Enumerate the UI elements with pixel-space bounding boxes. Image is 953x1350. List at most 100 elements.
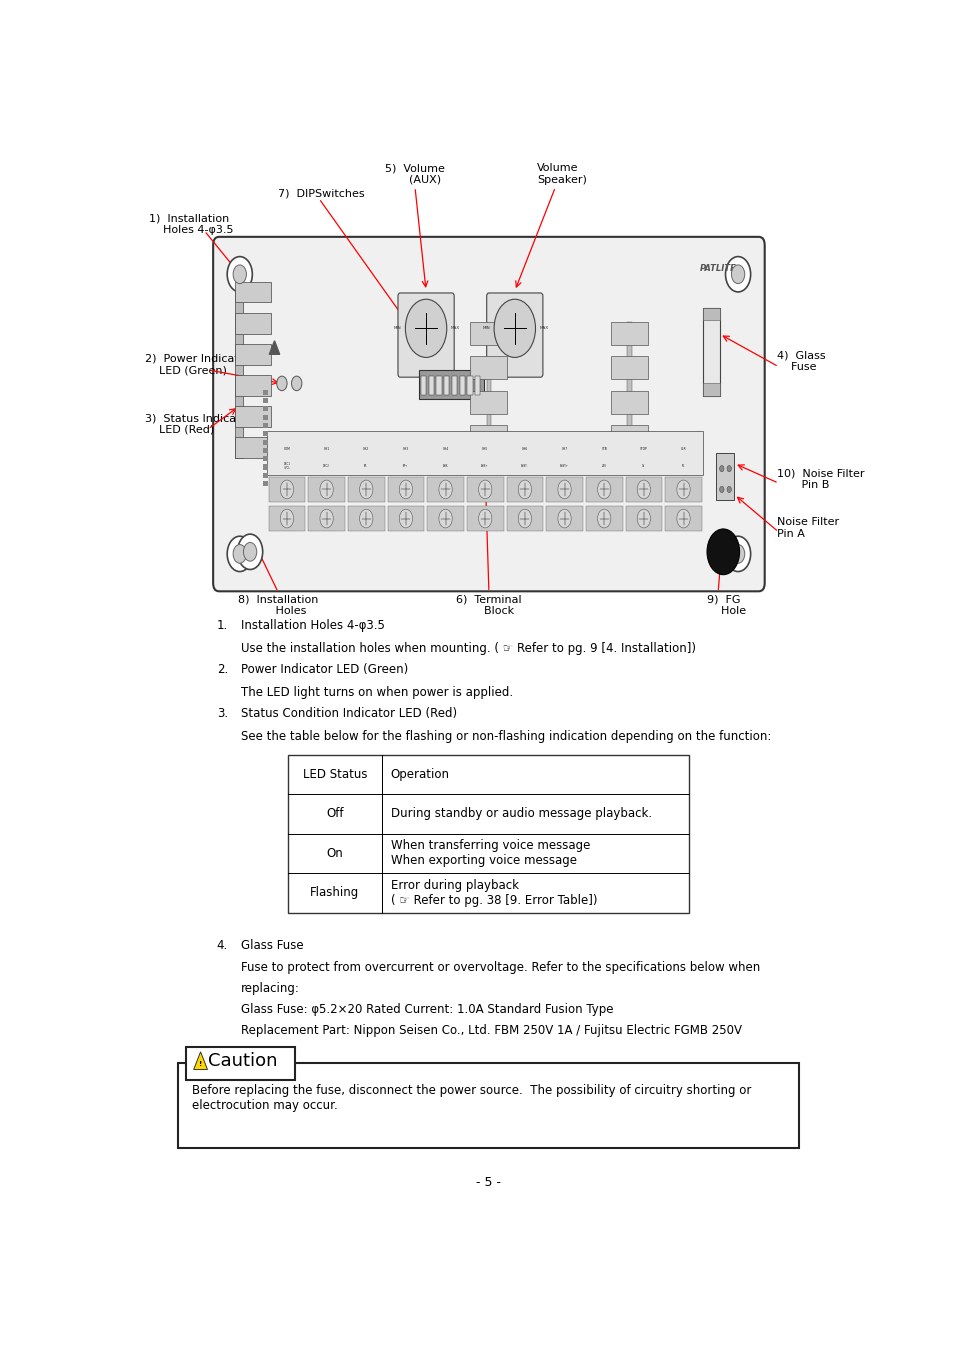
Text: CH4: CH4 bbox=[442, 447, 448, 451]
FancyBboxPatch shape bbox=[397, 293, 454, 377]
Circle shape bbox=[478, 481, 492, 498]
Text: Glass Fuse: Glass Fuse bbox=[241, 938, 304, 952]
Text: CH7: CH7 bbox=[561, 447, 567, 451]
FancyBboxPatch shape bbox=[213, 236, 764, 591]
Text: 9)  FG
    Hole: 9) FG Hole bbox=[706, 594, 745, 616]
Circle shape bbox=[233, 265, 246, 284]
Text: Status Condition Indicator LED (Red): Status Condition Indicator LED (Red) bbox=[241, 706, 456, 720]
Bar bbox=[546, 477, 582, 502]
Text: AUX+: AUX+ bbox=[481, 464, 489, 468]
Text: STB: STB bbox=[600, 447, 606, 451]
Text: Noise Filter
Pin A: Noise Filter Pin A bbox=[777, 517, 839, 539]
Circle shape bbox=[724, 256, 750, 292]
Bar bbox=[475, 377, 480, 394]
Circle shape bbox=[227, 536, 252, 571]
Bar bbox=[235, 406, 271, 427]
Text: 8)  Installation
       Holes: 8) Installation Holes bbox=[237, 594, 318, 616]
Bar bbox=[263, 440, 268, 444]
Circle shape bbox=[676, 509, 689, 528]
Text: Error during playback
( ☞ Refer to pg. 38 [9. Error Table]): Error during playback ( ☞ Refer to pg. 3… bbox=[390, 879, 597, 907]
Bar bbox=[235, 437, 271, 458]
Text: Volume
Speaker): Volume Speaker) bbox=[537, 163, 586, 185]
Bar bbox=[267, 431, 702, 475]
Bar bbox=[263, 406, 268, 412]
Circle shape bbox=[292, 377, 301, 390]
Bar bbox=[626, 323, 631, 448]
Circle shape bbox=[637, 509, 650, 528]
Circle shape bbox=[494, 300, 535, 358]
Bar bbox=[263, 423, 268, 428]
Text: 6)  Terminal
      Block: 6) Terminal Block bbox=[456, 594, 521, 616]
Text: CH6: CH6 bbox=[521, 447, 527, 451]
Text: See the table below for the flashing or non-flashing indication depending on the: See the table below for the flashing or … bbox=[241, 729, 771, 742]
Bar bbox=[418, 370, 483, 400]
FancyBboxPatch shape bbox=[486, 293, 542, 377]
Text: Flashing: Flashing bbox=[310, 886, 359, 899]
Circle shape bbox=[280, 509, 294, 528]
Text: 1.: 1. bbox=[216, 620, 228, 632]
Text: Power Indicator LED (Green): Power Indicator LED (Green) bbox=[241, 663, 408, 676]
Circle shape bbox=[237, 535, 262, 570]
Circle shape bbox=[227, 256, 252, 292]
Text: Caution: Caution bbox=[208, 1052, 277, 1071]
Polygon shape bbox=[193, 1052, 207, 1069]
Circle shape bbox=[359, 509, 373, 528]
Text: 1)  Installation
    Holes 4-φ3.5: 1) Installation Holes 4-φ3.5 bbox=[149, 213, 233, 235]
Circle shape bbox=[676, 481, 689, 498]
Circle shape bbox=[597, 509, 610, 528]
Text: 0V: 0V bbox=[641, 464, 645, 468]
Text: FG: FG bbox=[681, 464, 684, 468]
Bar bbox=[664, 506, 701, 531]
Text: CH2: CH2 bbox=[363, 447, 369, 451]
Circle shape bbox=[719, 466, 723, 471]
Circle shape bbox=[478, 509, 492, 528]
Text: MIN: MIN bbox=[394, 327, 401, 331]
Text: Before replacing the fuse, disconnect the power source.  The possibility of circ: Before replacing the fuse, disconnect th… bbox=[192, 1084, 750, 1112]
Circle shape bbox=[438, 509, 452, 528]
Text: LED Status: LED Status bbox=[302, 768, 367, 780]
Text: Operation: Operation bbox=[390, 768, 449, 780]
Circle shape bbox=[319, 481, 333, 498]
Text: Replacement Part: Nippon Seisen Co., Ltd. FBM 250V 1A / Fujitsu Electric FGMB 25: Replacement Part: Nippon Seisen Co., Ltd… bbox=[241, 1023, 741, 1037]
Circle shape bbox=[558, 509, 571, 528]
Circle shape bbox=[280, 481, 294, 498]
Circle shape bbox=[399, 481, 412, 498]
Bar bbox=[263, 414, 268, 420]
Circle shape bbox=[233, 544, 246, 563]
Bar bbox=[263, 481, 268, 486]
Text: !: ! bbox=[199, 1061, 202, 1067]
Bar bbox=[436, 377, 441, 394]
Circle shape bbox=[319, 509, 333, 528]
Text: 3)  Status Indicator
    LED (Red): 3) Status Indicator LED (Red) bbox=[145, 413, 252, 435]
Circle shape bbox=[597, 481, 610, 498]
Bar bbox=[269, 477, 305, 502]
Circle shape bbox=[726, 486, 731, 493]
Text: AUX-: AUX- bbox=[442, 464, 448, 468]
Bar bbox=[664, 477, 701, 502]
Circle shape bbox=[517, 509, 531, 528]
Text: 4.: 4. bbox=[216, 938, 228, 952]
Bar bbox=[444, 377, 449, 394]
Bar bbox=[348, 506, 384, 531]
Bar bbox=[178, 1064, 799, 1149]
Bar bbox=[702, 308, 719, 320]
Bar bbox=[610, 356, 647, 379]
Text: Use the installation holes when mounting. ( ☞ Refer to pg. 9 [4. Installation]): Use the installation holes when mounting… bbox=[241, 643, 696, 655]
Text: 7)  DIPSwitches: 7) DIPSwitches bbox=[278, 188, 364, 198]
Bar bbox=[459, 377, 464, 394]
Bar bbox=[486, 323, 491, 448]
Bar bbox=[235, 282, 271, 302]
Bar bbox=[348, 477, 384, 502]
Text: 10)  Noise Filter
       Pin B: 10) Noise Filter Pin B bbox=[777, 468, 863, 490]
Bar bbox=[467, 377, 472, 394]
Bar bbox=[470, 323, 507, 346]
Text: CLR: CLR bbox=[680, 447, 685, 451]
Text: MAX: MAX bbox=[450, 327, 459, 331]
Text: STOP: STOP bbox=[639, 447, 647, 451]
Bar bbox=[470, 356, 507, 379]
Circle shape bbox=[438, 481, 452, 498]
Bar bbox=[235, 282, 242, 458]
Text: During standby or audio message playback.: During standby or audio message playback… bbox=[390, 807, 651, 821]
Text: SP-: SP- bbox=[364, 464, 368, 468]
Circle shape bbox=[726, 466, 731, 471]
